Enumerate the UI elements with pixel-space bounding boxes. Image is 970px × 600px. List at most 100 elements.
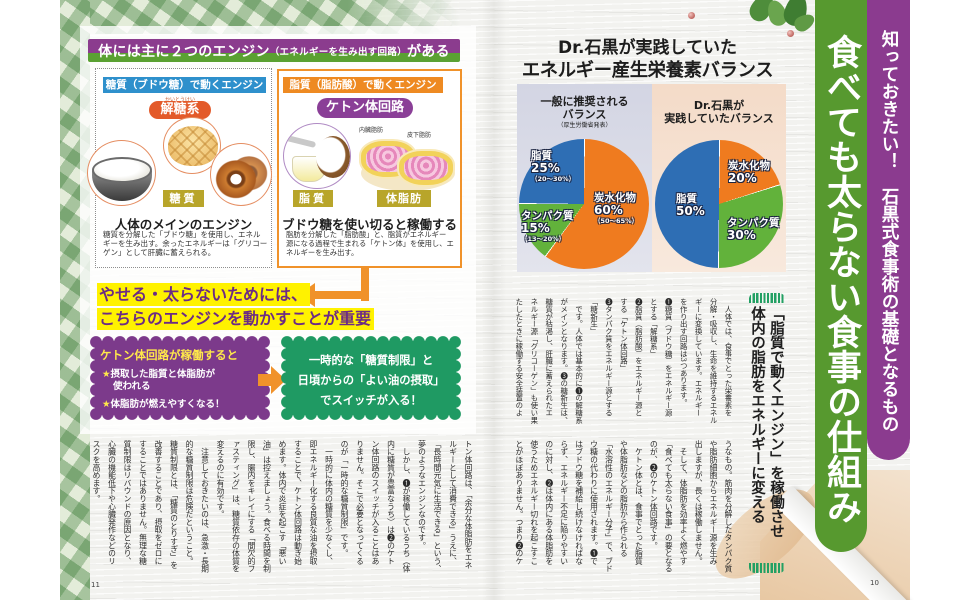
ketone-effect-text: 摂取した脂質と体脂肪が <box>110 369 216 380</box>
body-column: 変えるのに有効です。 <box>216 440 225 518</box>
key-message-line-1: やせる・太らないためには、 <box>97 283 311 306</box>
switch-line: 日頃からの「よい油の摂取」 <box>297 373 445 387</box>
body-column: 注意しておきたいのは、急激・長期 <box>200 440 210 573</box>
section-heading: 「脂質で動くエンジン」を稼働させ 体内の脂肪をエネルギーに変える <box>747 306 785 562</box>
right-page-body-text-lower: うなもの。筋肉を分解したタンパク質 や脂肪細胞からエネルギー源を生み 出しますが… <box>511 440 735 580</box>
body-column: ン体回路のスイッチが入ることはあ <box>371 440 380 565</box>
subcutaneous-fat-label: 皮下脂肪 <box>407 132 432 139</box>
body-column: がメインとなります。❸の糖新生は、 <box>559 298 569 424</box>
fat-engine-description: 脂肪を分解した「脂肪酸」と、脂質がエネルギー 源になる過程で生まれる「ケトン体」… <box>286 230 454 258</box>
body-column: することではありません。無理な糖 <box>138 440 148 565</box>
body-column: 人体では、食事でとった栄養素を <box>724 298 733 417</box>
body-column: とする「解糖系」 <box>649 298 659 358</box>
body-column: を作り出す回路は3つあります。 <box>679 298 689 407</box>
ketone-effects-box: ケトン体回路が稼働すると ★摂取した脂質と体脂肪が 使われる ★体脂肪が燃えやす… <box>90 336 270 420</box>
body-column: ウ糖の代わりに使用されます。❶で <box>589 440 599 565</box>
body-column: 限し、腸内をキレイにする「間欠的フ <box>247 440 256 573</box>
title-band: 食べても太らない食事の仕組み <box>815 0 867 552</box>
switch-conditions-box: 一時的な「糖質制限」と 日頃からの「よい油の摂取」 でスイッチが入る！ <box>281 336 461 420</box>
body-column: 夢のようなエンジンなのです。 <box>417 440 427 550</box>
two-engines-banner: 体には主に２つのエンジン （エネルギーを生み出す回路） がある <box>88 39 460 62</box>
body-column: ❷脂質（脂肪酸）をエネルギー源と <box>634 298 644 417</box>
panel-title-line: バランス <box>562 107 607 121</box>
pie-label-fat: 脂質 25% （20〜30%） <box>531 150 576 183</box>
body-column: 内に糖質が豊富なうち）は❷のケト <box>386 440 396 565</box>
chart-panel-title-recommended: 一般に推奨される バランス （厚生労働省発表） <box>517 95 652 130</box>
ketone-effect-text-continued: 使われる <box>113 381 151 392</box>
body-column: することで、ケトン体回路は動き始 <box>293 440 303 565</box>
chart-title: Dr.石黒が実践していた エネルギー産生栄養素バランス <box>505 38 790 82</box>
body-column: のに対し、❷は体内にある体脂肪を <box>544 440 554 565</box>
body-fat-label: 体脂肪 <box>377 190 431 207</box>
ketone-effect-item: ★体脂肪が燃えやすくなる！ <box>102 396 225 410</box>
visceral-fat-label: 内臓脂肪 <box>359 127 384 134</box>
body-column: ネルギー源「グリコーゲン」も使い果 <box>529 298 539 424</box>
body-column: 使うためエネルギー切れを起こすこ <box>529 440 539 565</box>
panel-title-line: 実践していたバランス <box>664 111 774 125</box>
glucose-engine-description: 糖質を分解した「ブドウ糖」を使用し、エネル ギーを生み出す。余ったエネルギーは「… <box>103 230 267 258</box>
body-column: たしたときに稼働する安全装置のよ <box>514 298 524 417</box>
glucose-engine-headline: 人体のメインのエンジン <box>114 217 253 232</box>
body-column: や体脂肪などの脂肪から作られる <box>619 440 629 557</box>
body-column: です。人体では基本的に❶の解糖系 <box>574 298 584 424</box>
body-column: そして、体脂肪を効率よく燃やす <box>679 440 689 565</box>
ketone-effect-item: ★摂取した脂質と体脂肪が <box>102 366 215 380</box>
body-column: とがほぼありません。つまり❷のケ <box>514 440 524 565</box>
description-line: 脂肪を分解した「脂肪酸」と、脂質がエネルギー <box>286 230 447 239</box>
ketone-effect-text: 体脂肪が燃えやすくなる！ <box>110 399 225 410</box>
body-column: のが、❷のケトン体回路です。 <box>649 440 659 550</box>
body-column: 「食べても太らない食事」の要となる <box>664 440 674 573</box>
fat-engine-box: 脂質（脂肪酸）で動くエンジン ケトン体回路 内臓脂肪 皮下脂肪 脂質 体脂肪 ブ… <box>277 69 462 268</box>
ketone-pathway-pill: ケトン体回路 <box>317 98 413 118</box>
body-column: 「糖新生」 <box>589 298 599 335</box>
body-column: りません。そこで必要となってくる <box>355 440 365 565</box>
body-column: のが「一時的な糖質制限」です。 <box>340 440 349 557</box>
ketone-effects-title: ケトン体回路が稼働すると <box>100 348 238 362</box>
panel-title-line: Dr.石黒が <box>693 99 745 112</box>
pie-label-protein: タンパク質 15% （13〜20%） <box>521 210 574 243</box>
glycolysis-pill: 解糖系 <box>149 101 211 119</box>
body-column: 質制限はリバウンドの原因となり、 <box>123 440 132 565</box>
switch-line: 一時的な「糖質制限」と <box>308 354 434 367</box>
glycolysis-ruby: かいとうけい <box>164 97 195 103</box>
body-column: 的な糖質制限は危険だということ。 <box>185 440 194 565</box>
body-column: トン体回路は、「余分な体脂肪をエネ <box>464 440 473 569</box>
body-column: スクを高めます。 <box>92 440 101 503</box>
kicker-band: 知っておきたい！ 石黒式食事術の基礎となるもの <box>867 0 910 460</box>
chart-title-line-2: エネルギー産生栄養素バランス <box>521 60 774 81</box>
body-column: 出しますが、長くは稼働しません。 <box>694 440 704 565</box>
panel-source: （厚生労働省発表） <box>557 122 612 129</box>
right-page-body-text-upper: 人体では、食事でとった栄養素を 分解・吸収し、生命を維持するエネル ギーに変換し… <box>511 298 735 426</box>
body-fat-cross-section-diagram: 内臓脂肪 皮下脂肪 <box>357 121 459 193</box>
pie-chart-recommended <box>519 139 649 269</box>
section-heading-line-1: 「脂質で動くエンジン」を稼働させ <box>768 306 784 538</box>
pie-chart-dr-ishiguro <box>655 140 783 268</box>
page-number-left: 11 <box>91 581 100 589</box>
heading-stripe-cap-bottom <box>749 563 785 573</box>
body-column: 糖質制限とは、「糖質のとりすぎ」を <box>169 440 179 569</box>
body-column: はブドウ糖を補給し続けなければな <box>574 440 584 565</box>
page-number-right: 10 <box>870 579 879 587</box>
body-column: うなもの。筋肉を分解したタンパク質 <box>724 440 733 573</box>
fat-engine-headline: ブドウ糖を使い切ると稼働する <box>281 217 457 232</box>
description-line: ゲン」として肝臓に蓄えられる。 <box>103 248 216 258</box>
body-column: 分解・吸収し、生命を維持するエネル <box>709 298 719 424</box>
carbohydrate-label: 糖質 <box>163 190 204 207</box>
glucose-engine-header: 糖質（ブドウ糖）で動くエンジン <box>103 77 266 93</box>
lipid-label: 脂質 <box>293 190 333 207</box>
body-column: ギーに変換しています。エネルギー <box>694 298 704 417</box>
pie-label-protein: タンパク質 30% <box>727 217 780 243</box>
pie-label-carbohydrate: 炭水化物 20% <box>728 160 770 186</box>
body-column: 「長時間元気に生活できる」という、 <box>433 440 442 573</box>
body-column: 一時的に体内の糖質を少なくし、 <box>324 440 334 565</box>
description-line: ギーを生み出す。余ったエネルギーは「グリコー <box>103 239 268 249</box>
body-column: 心臓の機能低下や心臓発作などのリ <box>107 440 117 565</box>
chart-title-line-1: Dr.石黒が実践していた <box>557 38 738 58</box>
banner-title: 体には主に２つのエンジン <box>98 43 270 60</box>
chart-panel-title-dr-ishiguro: Dr.石黒が 実践していたバランス <box>652 99 786 125</box>
body-column: や脂肪細胞からエネルギー源を生み <box>709 440 719 565</box>
panel-title-line: 一般に推奨される <box>540 95 629 108</box>
body-column: ァスティング」は、糖質依存の体質を <box>231 440 241 573</box>
description-line: ネルギーを生み出す。 <box>286 248 359 258</box>
